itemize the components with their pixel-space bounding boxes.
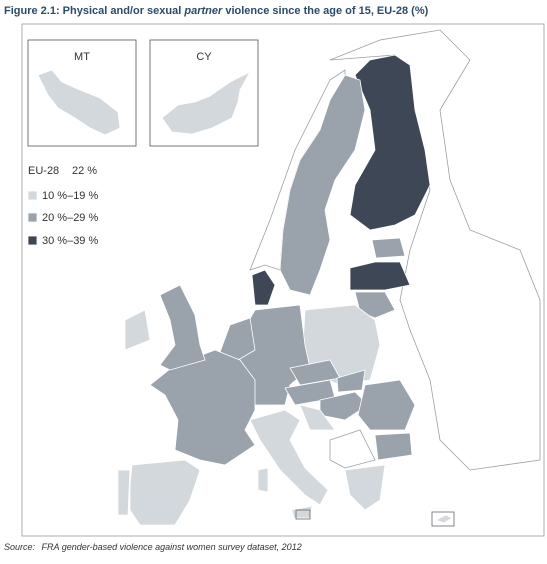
sweden [279, 74, 366, 296]
map [117, 29, 541, 527]
cyprus-shape [161, 71, 251, 135]
inset-mt: MT [27, 39, 137, 147]
title-part-italic: partner [183, 5, 223, 17]
denmark [251, 269, 276, 306]
source: Source: FRA gender-based violence agains… [4, 542, 302, 552]
legend-label: 10 %–19 % [42, 190, 98, 202]
title-part: violence since the age of 15, EU-28 (%) [222, 5, 428, 17]
sardinia [257, 467, 269, 493]
inset-label: CY [196, 51, 212, 63]
united-kingdom [159, 284, 206, 371]
legend-swatch [27, 235, 38, 246]
legend-total-label: EU-28 [28, 165, 59, 177]
france [149, 349, 256, 466]
legend-label: 30 %–39 % [42, 235, 98, 247]
malta-marker [295, 509, 311, 520]
spain [129, 459, 201, 526]
greece [344, 464, 386, 511]
bulgaria [374, 432, 413, 461]
inset-cy: CY [149, 39, 259, 147]
ireland [124, 309, 151, 351]
malta-shape [37, 69, 121, 136]
croatia-slovenia [299, 404, 336, 431]
source-text: FRA gender-based violence against women … [42, 542, 302, 552]
cyprus-marker [431, 511, 455, 527]
legend-label: 20 %–29 % [42, 212, 98, 224]
finland [349, 54, 431, 231]
estonia [371, 237, 406, 259]
slovakia [336, 369, 366, 393]
non-eu-land [329, 29, 541, 471]
legend-total-value: 22 % [72, 165, 97, 177]
romania [357, 379, 416, 431]
portugal [117, 469, 131, 516]
legend-swatch [27, 212, 38, 223]
figure-title: Figure 2.1: Physical and/or sexual partn… [4, 5, 429, 17]
benelux [219, 317, 256, 361]
source-prefix: Source: [4, 542, 36, 552]
latvia [349, 261, 411, 291]
balkans [329, 429, 376, 469]
title-part: Figure 2.1: Physical and/or sexual [4, 5, 184, 17]
italy [249, 409, 329, 506]
inset-label: MT [74, 51, 90, 63]
legend-swatch [27, 190, 38, 201]
legend: EU-28 22 % 10 %–19 % 20 %–29 % 30 %–39 % [27, 165, 98, 247]
cyprus-small [435, 514, 453, 524]
